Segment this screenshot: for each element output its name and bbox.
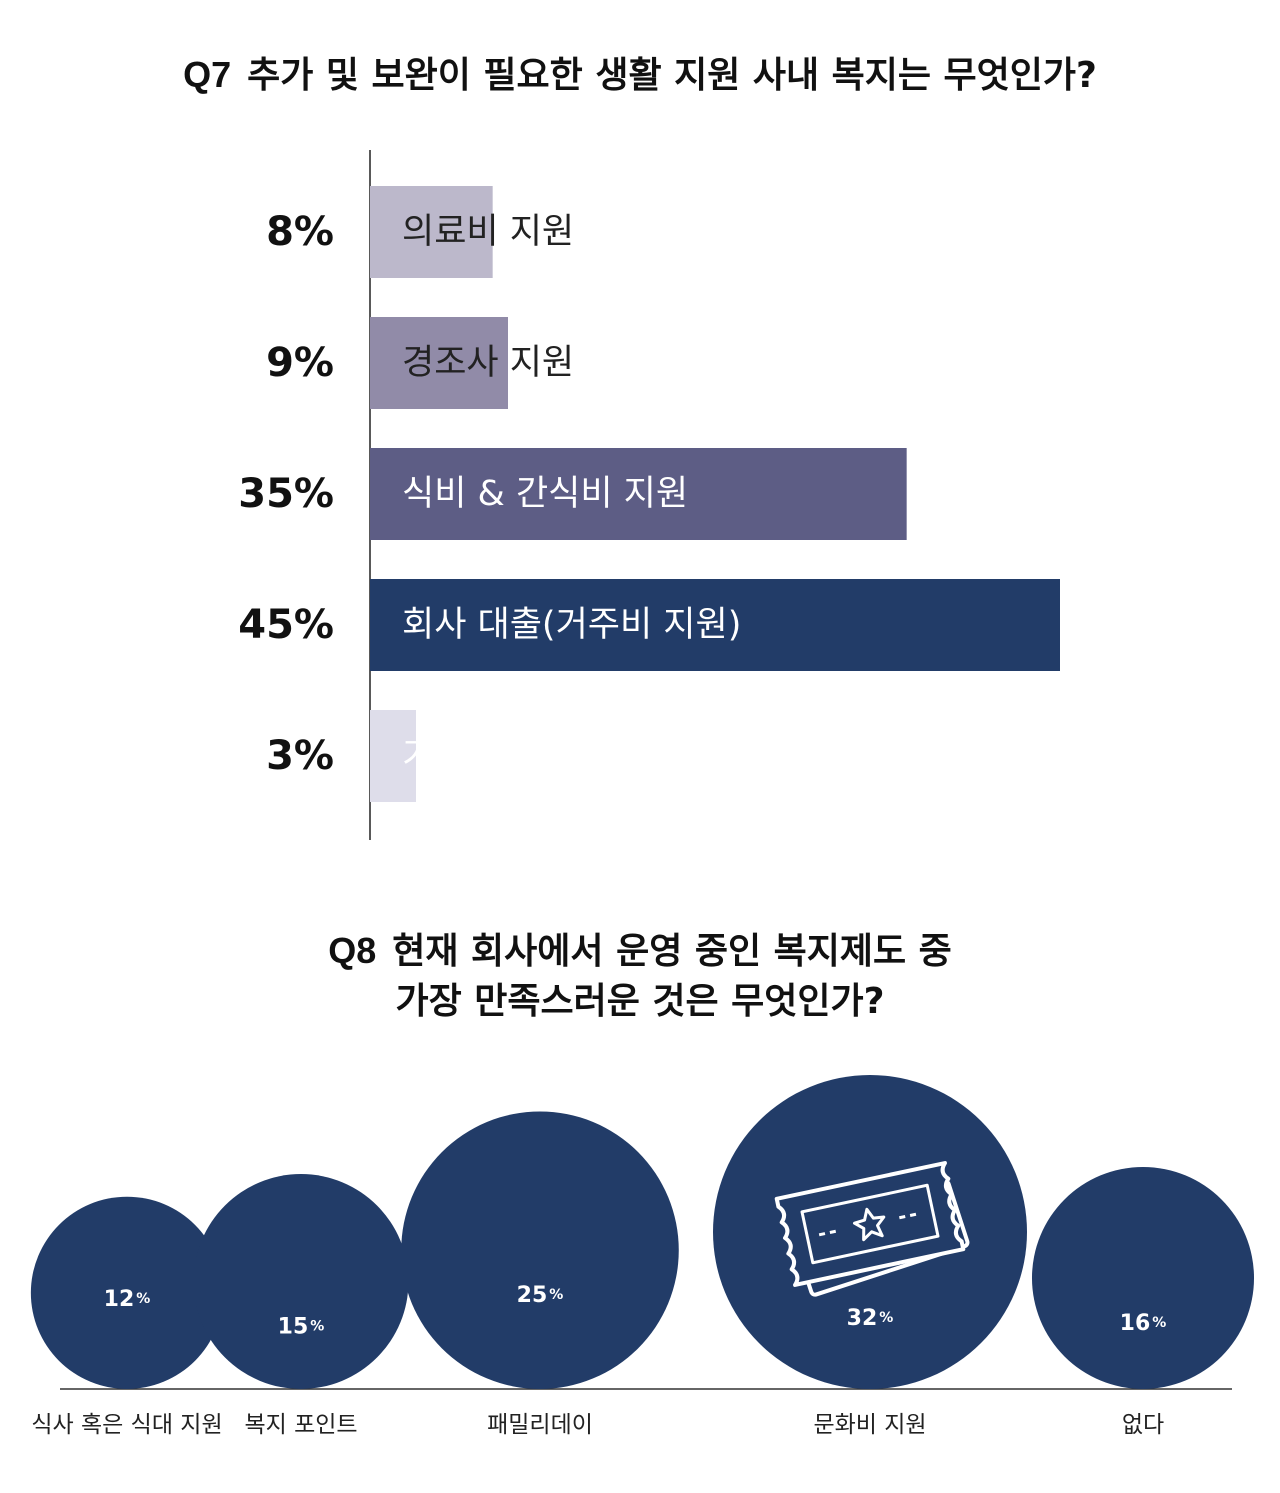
q7-category-label: 식비 & 간식비 지원 (402, 474, 688, 514)
q8-bubble (193, 1174, 409, 1389)
q8-value-label: 32% (847, 1306, 894, 1331)
q8-value-label: 12% (104, 1286, 151, 1311)
ticket-icon (774, 1161, 970, 1297)
q7-value-label: 9% (266, 340, 334, 386)
q7-category-label: 의료비 지원 (402, 212, 574, 252)
q7-category-label: 회사 대출(거주비 지원) (402, 605, 741, 645)
q7-value-label: 35% (238, 471, 334, 517)
q8-category-label: 복지 포인트 (244, 1412, 357, 1438)
q7-title: Q7 추가 및 보완이 필요한 생활 지원 사내 복지는 무엇인가? (0, 50, 1280, 101)
q8-category-label: 없다 (1122, 1412, 1164, 1438)
q7-bar (370, 579, 1060, 671)
q7-category-label: 기타 (402, 736, 466, 776)
q7-bar-chart: 8% 의료비 지원 9% 경조사 지원 35% 식비 & 간식비 지원 45% 회사 대출(거… (238, 150, 1060, 840)
q7-category-label: 경조사 지원 (402, 343, 574, 383)
q8-bubble (30, 1196, 224, 1389)
q8-bubble (1031, 1166, 1255, 1389)
q7-bar (370, 448, 907, 540)
q8-value-label: 16% (1120, 1310, 1167, 1335)
q8-question-line2: 가장 만족스러운 것은 무엇인가? (395, 981, 885, 1022)
q7-bar (370, 186, 493, 278)
q7-number: Q7 (183, 54, 232, 95)
q8-value-label: 15% (278, 1314, 325, 1339)
q7-value-label: 8% (266, 209, 334, 255)
q8-question-line1: 현재 회사에서 운영 중인 복지제도 중 (392, 931, 952, 972)
q8-number: Q8 (328, 930, 377, 971)
q7-value-label: 45% (238, 602, 334, 648)
q7-bar (370, 710, 416, 802)
q8-title: Q8 현재 회사에서 운영 중인 복지제도 중 가장 만족스러운 것은 무엇인가? (0, 926, 1280, 1027)
q8-value-label: 25% (517, 1283, 564, 1308)
q7-question: 추가 및 보완이 필요한 생활 지원 사내 복지는 무엇인가? (247, 55, 1097, 96)
q7-bar (370, 317, 508, 409)
q8-category-label: 식사 혹은 식대 지원 (31, 1412, 222, 1438)
q8-bubble (401, 1111, 679, 1390)
q8-category-label: 패밀리데이 (487, 1412, 593, 1438)
q8-category-label: 문화비 지원 (813, 1412, 926, 1438)
q7-value-label: 3% (266, 733, 334, 779)
